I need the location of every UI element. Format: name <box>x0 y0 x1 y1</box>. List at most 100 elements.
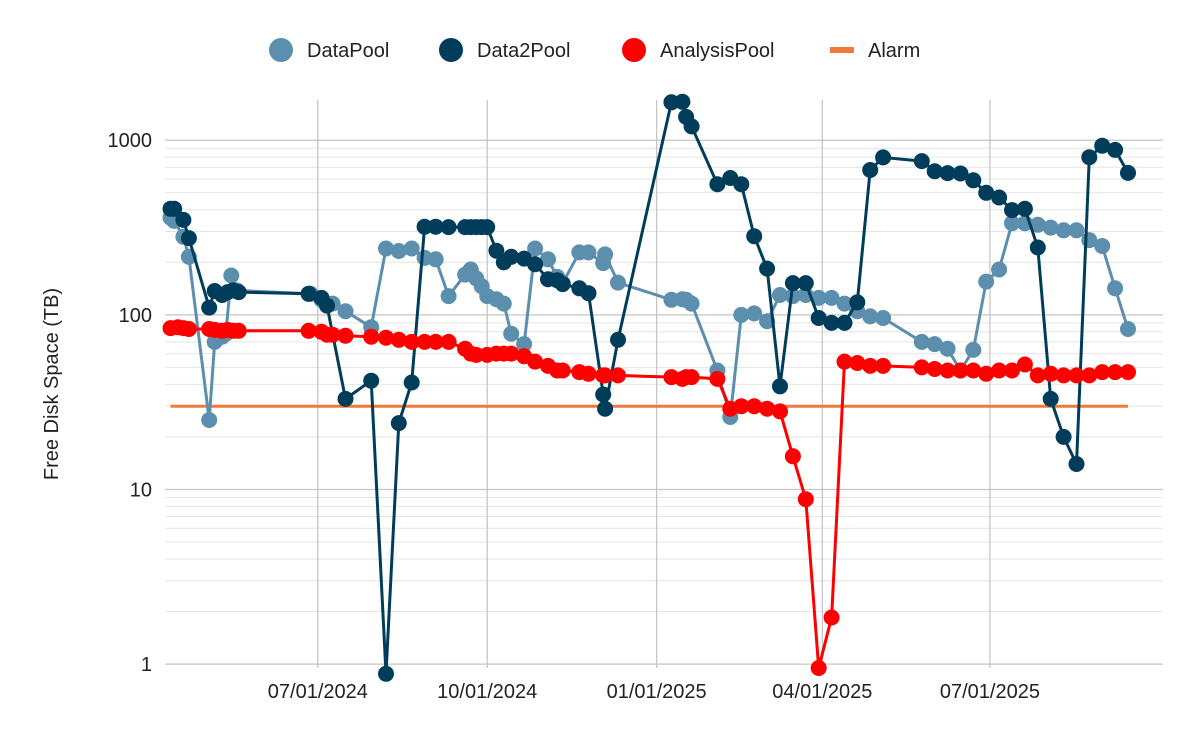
analysispool-point <box>230 322 247 339</box>
datapool-point <box>875 310 892 326</box>
data2pool-point <box>810 310 827 326</box>
analysispool-point <box>836 353 853 370</box>
analysispool-point <box>978 365 995 382</box>
data2pool-point <box>300 285 317 302</box>
data2pool-point <box>337 390 354 407</box>
analysispool-point <box>403 333 420 350</box>
plot-series <box>162 93 1136 682</box>
datapool-point <box>440 288 457 305</box>
data2pool-point <box>416 218 433 235</box>
data2pool-point <box>440 219 457 236</box>
data2pool-point <box>862 162 879 178</box>
legend-item-datapool: DataPool <box>269 38 389 62</box>
datapool-point <box>403 240 420 257</box>
data2pool-point <box>1029 239 1046 256</box>
analysispool-point <box>939 362 956 379</box>
analysispool-point <box>913 359 930 376</box>
datapool-point <box>772 287 788 303</box>
analysispool-point <box>1042 365 1059 382</box>
data2pool-point <box>166 200 183 217</box>
datapool-point <box>683 295 700 312</box>
datapool-point <box>1004 215 1020 232</box>
data2pool-point <box>797 275 814 292</box>
datapool-point <box>810 289 827 306</box>
data2pool-point <box>733 176 750 193</box>
analysispool-point <box>527 353 544 370</box>
analysispool-point <box>733 398 750 415</box>
datapool-point <box>597 246 614 263</box>
analysispool-point <box>1004 362 1020 379</box>
datapool-point <box>201 412 218 428</box>
data2pool-point <box>1094 137 1111 154</box>
data2pool-point <box>836 314 853 331</box>
data2pool-point <box>709 176 726 193</box>
datapool-point <box>427 251 444 268</box>
data2pool-point <box>1055 428 1072 445</box>
data2pool-point <box>580 285 597 302</box>
analysispool-point <box>468 346 485 363</box>
data2pool-point <box>1068 456 1085 472</box>
y-axis-label: Free Disk Space (TB) <box>41 288 63 480</box>
legend-label: DataPool <box>307 40 389 62</box>
data2pool-point <box>230 284 247 301</box>
datapool-point <box>965 341 982 358</box>
datapool-point <box>1029 216 1046 233</box>
datapool-point <box>540 251 556 268</box>
legend-item-analysispool: AnalysisPool <box>622 38 775 62</box>
datapool-point <box>1042 219 1059 236</box>
analysispool-point <box>926 361 943 377</box>
analysispool-point <box>597 367 614 384</box>
data2pool-point <box>503 248 520 265</box>
analysispool-point <box>952 362 969 379</box>
data2pool-point <box>479 219 496 236</box>
datapool-point <box>913 333 930 350</box>
analysispool-point <box>810 660 827 676</box>
datapool-point <box>1068 222 1085 239</box>
y-axis-tick-labels: 1 10 100 1000 <box>108 130 153 676</box>
data2pool-point <box>849 294 866 311</box>
datapool-point <box>223 267 240 284</box>
data2pool-point <box>175 211 192 228</box>
datapool-line <box>169 216 1130 422</box>
data2pool-point <box>674 93 691 110</box>
datapool-point <box>836 295 853 312</box>
datapool-point <box>862 308 879 325</box>
data2pool-point <box>319 297 335 314</box>
x-tick-label: 01/01/2025 <box>607 681 707 703</box>
analysispool-point <box>709 370 726 387</box>
datapool-point <box>527 240 544 257</box>
datapool-point <box>495 295 512 312</box>
analysispool-point <box>1055 367 1072 384</box>
datapool-point <box>991 261 1008 278</box>
analysispool-point <box>862 357 879 374</box>
analysispool-point <box>1016 356 1033 373</box>
analysispool-point <box>746 398 763 415</box>
analysispool-point <box>849 355 866 371</box>
datapool-point <box>1107 280 1124 297</box>
data2pool-point <box>180 230 197 247</box>
analysispool-series <box>162 319 1136 676</box>
data2pool-point <box>527 256 544 273</box>
datapool-point <box>746 305 763 322</box>
datapool-point <box>610 274 626 291</box>
analysispool-point <box>378 329 394 346</box>
analysispool-point <box>1120 364 1136 381</box>
data2pool-point <box>965 172 982 189</box>
datapool-point <box>1094 238 1111 254</box>
data2pool-point <box>390 415 407 432</box>
data2pool-series <box>162 93 1136 682</box>
datapool-point <box>503 325 520 342</box>
datapool-point <box>733 306 750 323</box>
analysispool-point <box>797 491 814 508</box>
y-tick-label: 1 <box>141 654 152 676</box>
data2pool-point <box>597 400 614 417</box>
analysispool-point <box>784 448 801 465</box>
legend-label: AnalysisPool <box>660 40 775 62</box>
analysispool-point <box>683 369 700 386</box>
x-tick-label: 10/01/2024 <box>437 681 537 703</box>
analysispool-point <box>324 326 341 343</box>
data2pool-point <box>1107 141 1124 158</box>
datapool-point <box>516 336 533 353</box>
data2pool-point <box>823 314 840 331</box>
